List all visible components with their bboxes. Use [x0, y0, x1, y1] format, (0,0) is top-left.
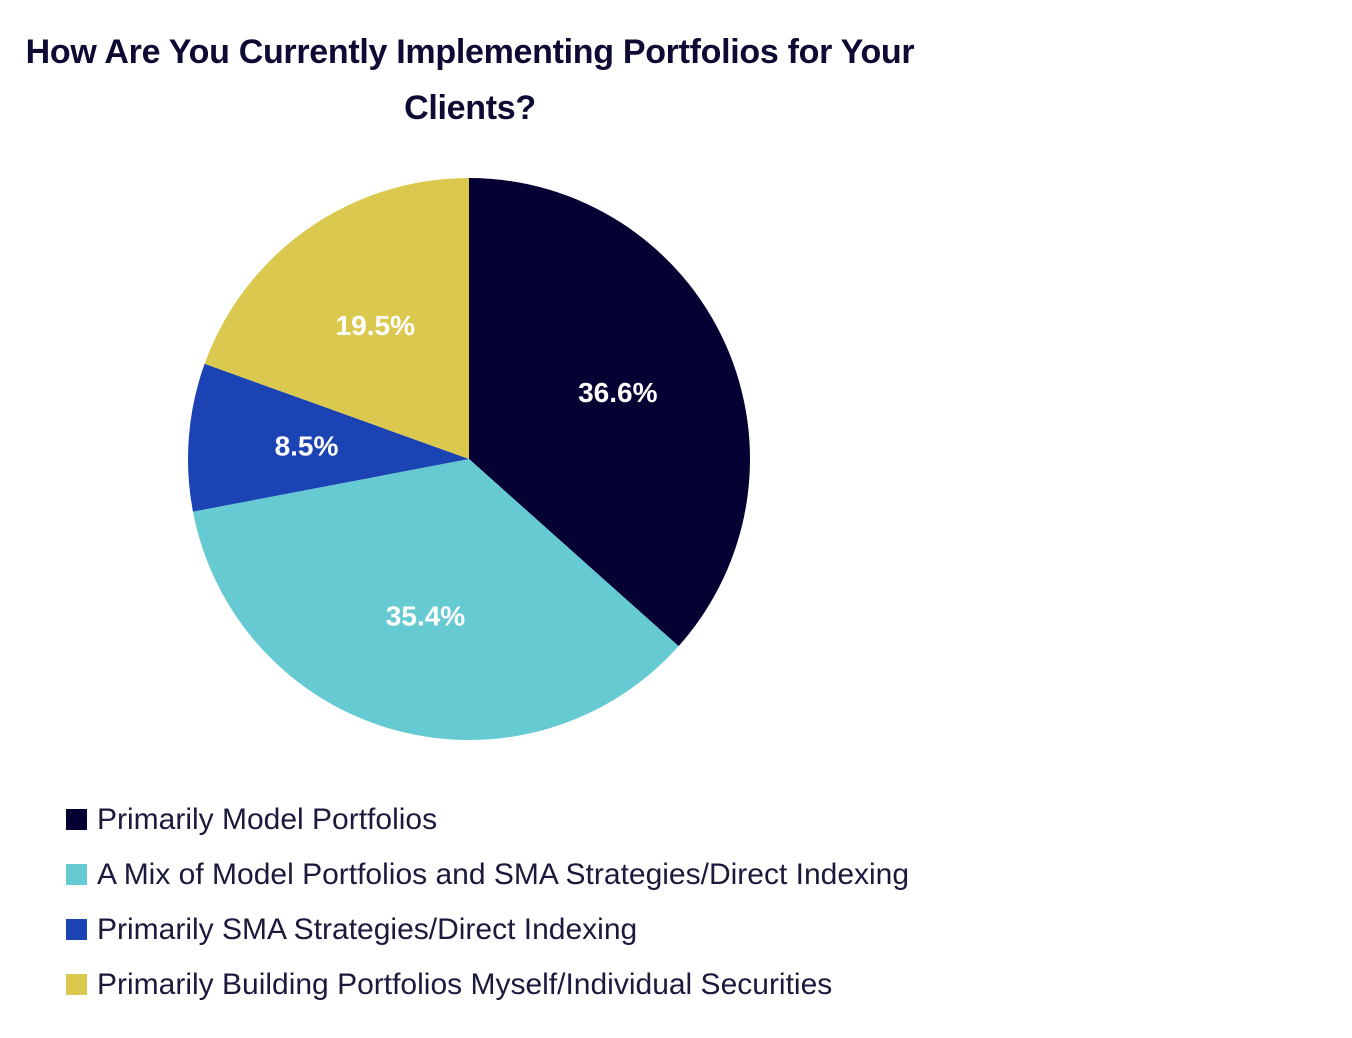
legend-item-building-myself: Primarily Building Portfolios Myself/Ind…	[66, 957, 909, 1012]
pie-slice-model-portfolios	[469, 178, 751, 647]
chart-title: How Are You Currently Implementing Portf…	[25, 33, 915, 127]
slice-label-building-myself: 19.5%	[336, 310, 415, 341]
pie-slice-building-myself	[204, 178, 470, 459]
slice-label-sma-direct-indexing: 8.5%	[275, 431, 339, 462]
slice-label-mix: 35.4%	[386, 601, 465, 632]
slice-label-model-portfolios: 36.6%	[578, 377, 657, 408]
legend-swatch	[66, 864, 87, 885]
legend-label: A Mix of Model Portfolios and SMA Strate…	[97, 857, 910, 891]
pie-slice-mix	[192, 459, 679, 740]
legend-item-sma-direct-indexing: Primarily SMA Strategies/Direct Indexing	[66, 902, 909, 957]
legend-item-model-portfolios: Primarily Model Portfolios	[66, 792, 909, 847]
legend-swatch	[66, 809, 87, 830]
legend-swatch	[66, 919, 87, 940]
chart-legend: Primarily Model Portfolios A Mix of Mode…	[66, 792, 909, 1012]
legend-swatch	[66, 974, 87, 995]
legend-item-mix: A Mix of Model Portfolios and SMA Strate…	[66, 847, 909, 902]
legend-label: Primarily Building Portfolios Myself/Ind…	[97, 967, 833, 1001]
legend-label: Primarily SMA Strategies/Direct Indexing	[97, 912, 638, 946]
pie-slice-sma-direct-indexing	[188, 363, 469, 512]
legend-label: Primarily Model Portfolios	[97, 802, 438, 836]
